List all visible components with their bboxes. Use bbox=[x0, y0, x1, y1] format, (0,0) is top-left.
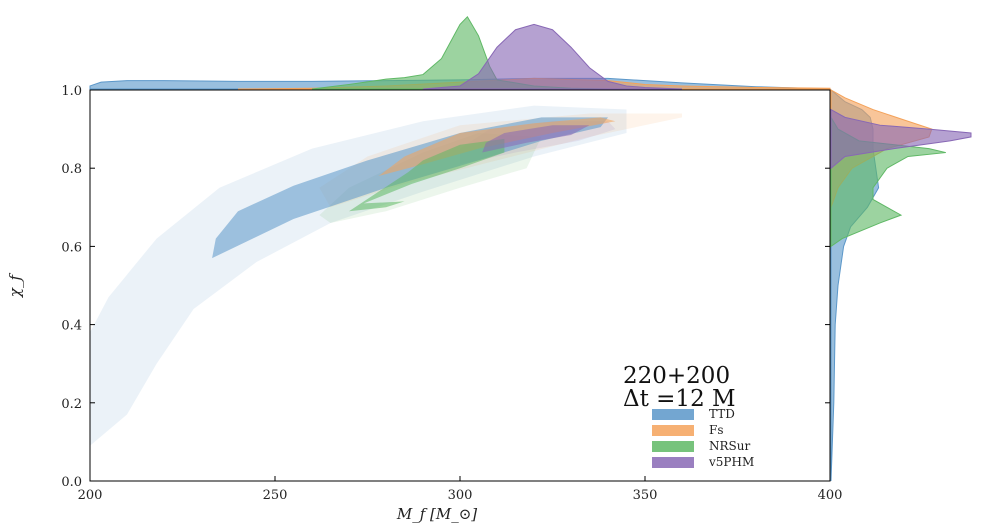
y-tick-label: 0.0 bbox=[61, 475, 82, 490]
x-tick-label: 350 bbox=[633, 488, 658, 503]
annotation-mode: 220+200 bbox=[623, 363, 730, 389]
v5phm-mf-marginal bbox=[422, 23, 683, 90]
x-axis-label: M_f [M_⊙] bbox=[396, 505, 477, 523]
inner-credible-regions bbox=[212, 117, 616, 259]
top-marginal bbox=[89, 15, 831, 90]
legend-label-v5phm: v5PHM bbox=[708, 455, 754, 469]
right-marginal bbox=[830, 88, 972, 482]
legend-label-fs: Fs bbox=[709, 423, 723, 437]
x-tick-label: 250 bbox=[263, 488, 288, 503]
y-tick-label: 0.2 bbox=[61, 397, 82, 412]
axis-ticks: 200 250 300 350 400 0.0 0.2 0.4 0.6 0.8 1.0 bbox=[61, 84, 842, 503]
x-tick-label: 300 bbox=[448, 488, 473, 503]
legend: TTD Fs NRSur v5PHM bbox=[652, 407, 754, 469]
legend-swatch-fs bbox=[652, 425, 694, 436]
legend-swatch-nrsur bbox=[652, 441, 694, 452]
legend-swatch-v5phm bbox=[652, 457, 694, 468]
legend-label-ttd: TTD bbox=[709, 407, 735, 421]
y-tick-label: 0.4 bbox=[61, 319, 82, 334]
y-tick-label: 1.0 bbox=[61, 84, 82, 99]
annotation-delay: Δt =12 M bbox=[623, 386, 736, 412]
legend-swatch-ttd bbox=[652, 409, 694, 420]
v5phm-inner-region bbox=[482, 125, 590, 153]
y-tick-label: 0.8 bbox=[61, 162, 82, 177]
y-axis-label: χ_f bbox=[6, 272, 24, 298]
x-tick-label: 200 bbox=[78, 488, 103, 503]
nrsur-inner-region bbox=[349, 138, 505, 212]
ttd-outer-region bbox=[90, 105, 627, 446]
v5phm-chi-marginal bbox=[830, 108, 972, 170]
y-tick-label: 0.6 bbox=[61, 240, 82, 255]
legend-label-nrsur: NRSur bbox=[709, 439, 750, 453]
x-tick-label: 400 bbox=[818, 488, 843, 503]
